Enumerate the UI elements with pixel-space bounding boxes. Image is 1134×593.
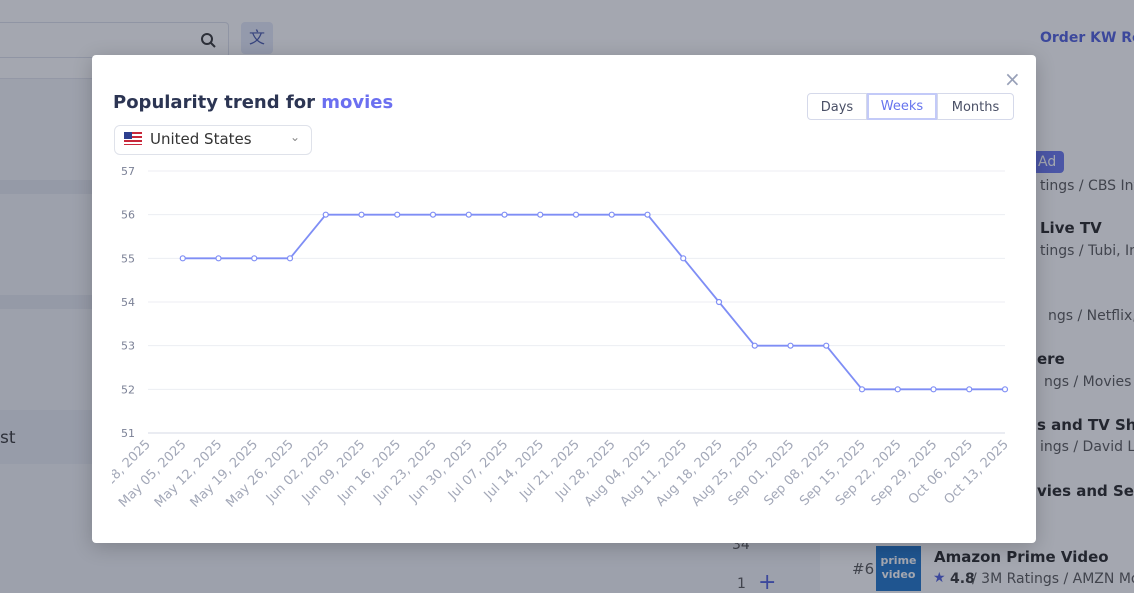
row-value: 1 xyxy=(737,576,746,592)
y-tick-label: 53 xyxy=(121,340,135,353)
list-meta: tings / Tubi, Inc xyxy=(1040,243,1134,259)
point xyxy=(787,342,794,349)
add-icon[interactable]: + xyxy=(758,570,777,593)
y-tick-label: 51 xyxy=(121,427,135,440)
point xyxy=(358,211,365,218)
ad-badge: Ad xyxy=(1030,151,1065,173)
point xyxy=(894,386,901,393)
trend-line xyxy=(182,213,1005,391)
y-tick-label: 55 xyxy=(121,252,135,265)
list-title: ere xyxy=(1037,350,1065,368)
list-meta: ings / David Lunh xyxy=(1040,439,1134,455)
point xyxy=(930,386,937,393)
close-button[interactable]: × xyxy=(1004,67,1021,91)
point xyxy=(179,255,186,262)
point xyxy=(537,211,544,218)
y-tick-label: 57 xyxy=(121,165,135,178)
rank: #6 xyxy=(852,560,875,578)
translate-button[interactable]: 文 xyxy=(241,22,273,54)
point xyxy=(251,255,258,262)
left-text: st xyxy=(0,428,16,448)
x-tick-label: Oct 13, 2025 xyxy=(941,437,1011,507)
point xyxy=(286,255,294,262)
y-tick-label: 56 xyxy=(121,209,135,222)
point xyxy=(966,386,973,393)
point xyxy=(394,211,401,218)
flag-icon xyxy=(124,132,142,145)
list-meta: tings / CBS Inter xyxy=(1040,178,1134,194)
list-meta: ngs / Movies An xyxy=(1044,374,1134,390)
point xyxy=(572,211,580,218)
modal: Popularity trend for movies × United Sta… xyxy=(92,55,1036,543)
point xyxy=(429,211,437,218)
point xyxy=(215,255,222,262)
point xyxy=(715,298,723,306)
keyword: movies xyxy=(321,92,394,113)
list-title: s and TV Show xyxy=(1037,416,1134,434)
app-meta: / 3M Ratings / AMZN Mobile xyxy=(972,571,1134,587)
y-tick-label: 52 xyxy=(121,383,135,396)
title-text: Popularity trend for xyxy=(113,92,315,113)
period-button[interactable]: Days xyxy=(807,93,867,120)
point xyxy=(501,211,508,218)
list-meta: ngs / Netflix, Inc. xyxy=(1048,308,1134,324)
point xyxy=(608,211,615,218)
point xyxy=(858,386,866,393)
country-name: United States xyxy=(150,130,252,148)
chevron: ⌄ xyxy=(290,130,301,144)
point xyxy=(465,211,472,218)
period-button[interactable]: Months xyxy=(937,93,1014,120)
rating: 4.8 xyxy=(950,571,975,587)
point xyxy=(644,211,651,218)
search-icon xyxy=(201,33,216,48)
point xyxy=(1001,386,1009,393)
app-name[interactable]: Amazon Prime Video xyxy=(934,548,1109,566)
list-title: vies and Serie xyxy=(1037,482,1134,500)
point xyxy=(823,342,830,349)
y-tick-label: 54 xyxy=(121,296,135,309)
point xyxy=(680,255,687,262)
point xyxy=(751,342,758,349)
list-title: Live TV xyxy=(1040,219,1102,237)
country-select[interactable]: United States ⌄ xyxy=(114,125,312,155)
star-icon: ★ xyxy=(933,570,946,586)
point xyxy=(322,211,329,218)
app-icon: prime video xyxy=(876,546,921,591)
modal-title: Popularity trend for movies xyxy=(113,92,393,113)
order-link[interactable]: Order KW Resea xyxy=(1040,30,1134,46)
period-button[interactable]: Weeks xyxy=(867,93,937,120)
